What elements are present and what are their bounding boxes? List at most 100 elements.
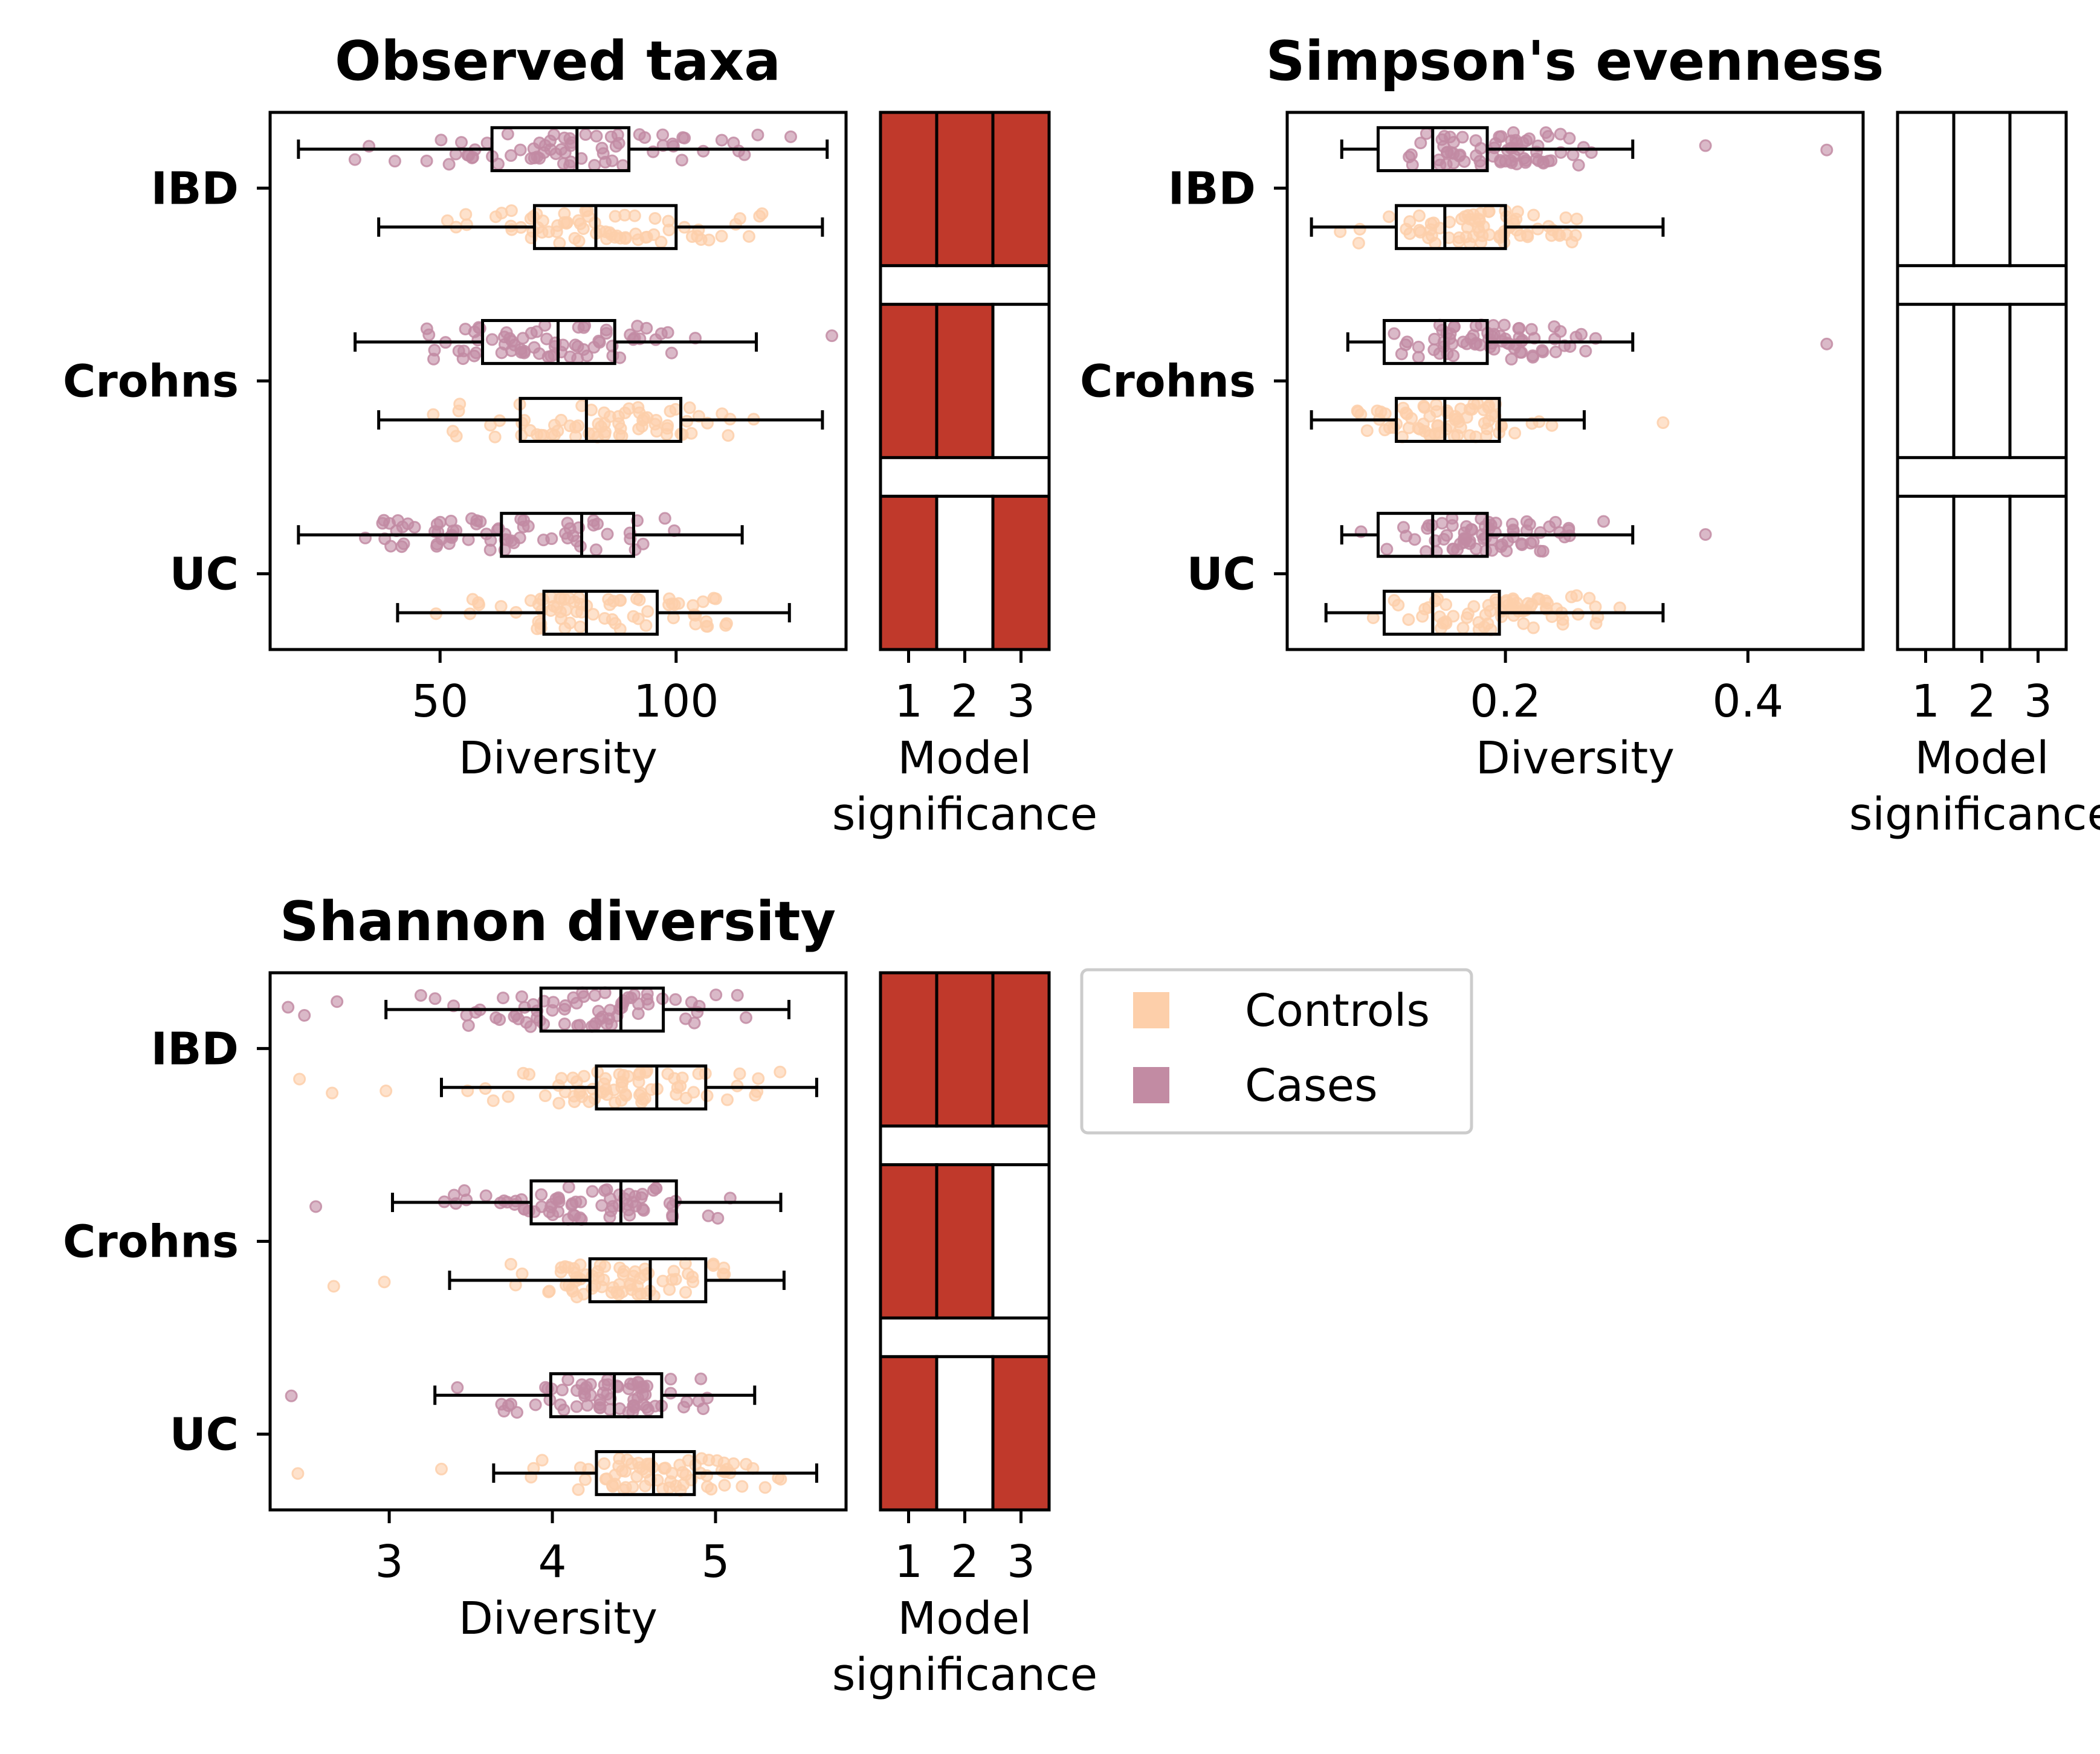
data-point	[638, 1268, 651, 1282]
data-point	[462, 1019, 475, 1032]
data-point	[1556, 613, 1569, 626]
data-point	[623, 1278, 636, 1292]
data-point	[522, 1204, 535, 1217]
data-point	[422, 328, 436, 341]
data-point	[1439, 598, 1453, 611]
data-point	[496, 991, 509, 1005]
data-point	[641, 987, 654, 1001]
data-point	[1404, 148, 1418, 161]
data-point	[1400, 529, 1413, 543]
data-point	[558, 592, 571, 605]
data-point	[558, 1017, 571, 1031]
heatmap-tick-label: 2	[951, 675, 979, 727]
x-axis-label: Diversity	[1476, 732, 1675, 784]
data-point	[1565, 236, 1578, 249]
data-point	[601, 1388, 614, 1401]
data-point	[612, 417, 625, 430]
outlier-point	[331, 995, 344, 1008]
data-point	[742, 230, 755, 243]
data-point	[738, 148, 751, 161]
data-point	[650, 1182, 663, 1195]
model-axis-label: significance	[832, 1649, 1097, 1701]
data-point	[1461, 607, 1475, 621]
data-point	[473, 598, 486, 611]
significance-cell	[935, 111, 995, 268]
data-point	[613, 428, 626, 442]
data-point	[609, 210, 622, 223]
data-point	[453, 398, 467, 411]
outlier-point	[326, 1086, 339, 1100]
data-point	[586, 608, 599, 621]
data-point	[1597, 515, 1611, 528]
data-point	[1484, 605, 1497, 618]
data-point	[572, 1483, 585, 1496]
data-point	[682, 1267, 695, 1280]
x-tick-label: 50	[412, 675, 468, 727]
category-label: IBD	[151, 1023, 239, 1075]
data-point	[635, 420, 648, 433]
data-point	[1430, 398, 1443, 411]
data-point	[702, 1209, 715, 1222]
data-point	[636, 1202, 649, 1216]
data-point	[603, 1012, 616, 1025]
data-point	[515, 1267, 529, 1280]
data-point	[1545, 419, 1559, 432]
data-point	[1388, 594, 1401, 607]
data-point	[1566, 148, 1580, 161]
data-point	[457, 344, 470, 358]
data-point	[719, 619, 732, 632]
data-point	[1380, 543, 1394, 556]
data-point	[1497, 228, 1511, 241]
heatmap-tick-label: 2	[1968, 675, 1996, 727]
data-point	[549, 147, 563, 160]
data-point	[577, 222, 590, 236]
data-point	[589, 543, 603, 556]
data-point	[622, 1204, 635, 1217]
data-point	[599, 327, 613, 340]
data-point	[718, 1478, 731, 1492]
data-point	[601, 527, 614, 541]
data-point	[1539, 126, 1552, 139]
data-point	[427, 352, 441, 366]
data-point	[505, 149, 518, 162]
data-point	[577, 343, 590, 356]
data-point	[1469, 134, 1482, 147]
data-point	[570, 1400, 583, 1413]
box-iqr	[1395, 396, 1501, 443]
data-point	[639, 619, 653, 632]
data-point	[1570, 589, 1583, 602]
data-point	[715, 230, 728, 243]
category-label: IBD	[1168, 163, 1256, 214]
data-point	[441, 214, 454, 227]
data-point	[587, 514, 600, 527]
data-point	[1443, 131, 1456, 144]
data-point	[1537, 155, 1550, 169]
data-point	[1439, 617, 1453, 630]
data-point	[664, 1475, 677, 1488]
data-point	[1527, 621, 1540, 634]
data-point	[430, 540, 444, 553]
data-point	[628, 1401, 641, 1414]
data-point	[676, 131, 690, 144]
significance-cell	[2008, 303, 2068, 459]
data-point	[495, 207, 508, 220]
data-point	[550, 225, 563, 239]
data-point	[593, 1401, 606, 1414]
data-point	[639, 1466, 653, 1479]
data-point	[1412, 350, 1425, 364]
data-point	[598, 1184, 612, 1197]
data-point	[727, 136, 740, 149]
data-point	[517, 514, 531, 527]
data-point	[1424, 223, 1438, 236]
significance-cell	[935, 1163, 995, 1320]
data-point	[560, 217, 573, 230]
heatmap-tick-label: 3	[1007, 675, 1035, 727]
significance-cell	[879, 111, 939, 268]
box-iqr	[549, 1372, 664, 1419]
data-point	[656, 1274, 670, 1288]
data-point	[470, 346, 483, 360]
data-point	[1444, 146, 1458, 160]
box-iqr	[532, 204, 678, 250]
data-point	[687, 1086, 700, 1099]
